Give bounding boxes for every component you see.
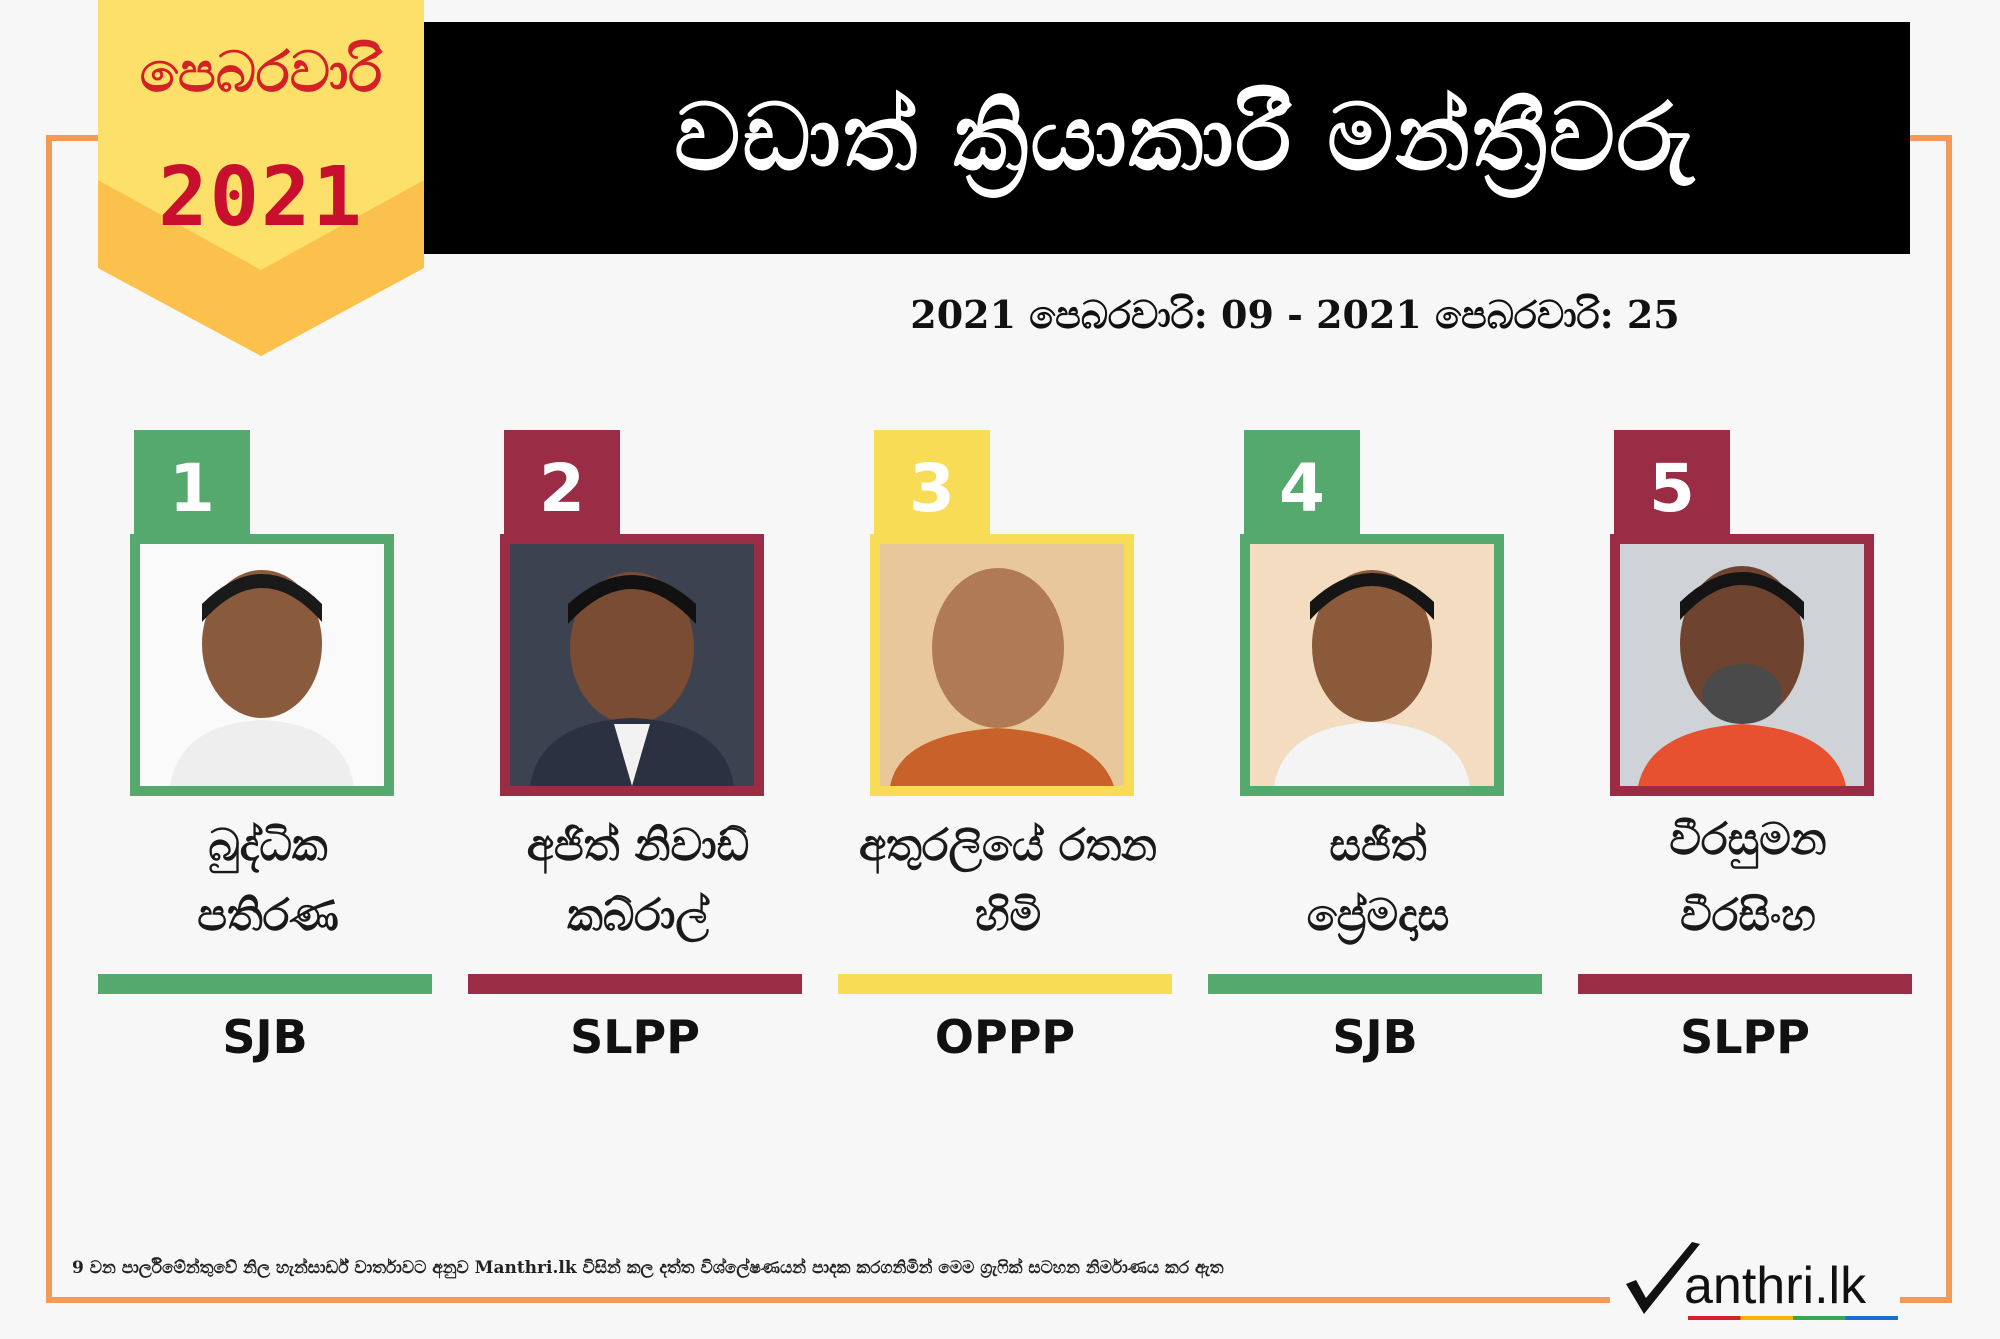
member-card-2: 2 අජිත් නිවාඩ් කබ්රාල් SLPP xyxy=(468,430,808,1100)
member-card-4: 4 සජිත් ප්‍රේමදාස SJB xyxy=(1208,430,1548,1100)
ribbon-year: 2021 xyxy=(158,150,364,245)
member-photo xyxy=(1610,534,1874,796)
rank-tab: 4 xyxy=(1244,430,1360,556)
rank-number: 4 xyxy=(1279,450,1325,527)
party-color-bar xyxy=(1578,974,1912,994)
rank-tab: 5 xyxy=(1614,430,1730,556)
member-name-line1: සජිත් xyxy=(1329,820,1427,871)
member-name-line1: බුද්ධික xyxy=(208,820,328,871)
party-color-bar xyxy=(468,974,802,994)
checkmark-icon xyxy=(1626,1242,1700,1314)
date-range: 2021 පෙබරවාරි: 09 - 2021 පෙබරවාරි: 25 xyxy=(910,292,1680,337)
manthri-logo: anthri.lk xyxy=(1622,1240,1912,1320)
rank-number: 2 xyxy=(539,450,585,527)
member-name-line2: වීරසිංහ xyxy=(1680,890,1816,941)
member-photo xyxy=(870,534,1134,796)
page-title: වඩාත් ක්‍රියාකාරී මන්ත්‍රීවරු xyxy=(674,83,1696,191)
party-color-bar xyxy=(1208,974,1542,994)
member-name-line2: පතිරණ xyxy=(197,890,339,941)
member-photo xyxy=(1240,534,1504,796)
party-name: SLPP xyxy=(570,1010,700,1064)
member-name-line1: වීරසුමන xyxy=(1669,814,1827,865)
ribbon-month: පෙබරවාරි xyxy=(139,40,383,105)
party-name: SJB xyxy=(222,1010,308,1064)
member-name-line2: හිමි xyxy=(974,890,1042,941)
party-name: OPPP xyxy=(934,1010,1076,1064)
party-color-bar xyxy=(838,974,1172,994)
member-card-3: 3 අතුරලියේ රතන හිමි OPPP xyxy=(838,430,1178,1100)
rank-number: 3 xyxy=(909,450,955,527)
rank-number: 5 xyxy=(1649,450,1695,527)
member-photo xyxy=(130,534,394,796)
rank-tab: 1 xyxy=(134,430,250,556)
member-name-line2: කබ්රාල් xyxy=(567,890,709,941)
rank-number: 1 xyxy=(169,450,215,527)
rank-tab: 3 xyxy=(874,430,990,556)
party-color-bar xyxy=(98,974,432,994)
footnote: 9 වන පාර්ලිමේන්තුවේ නිල හැන්සාර්ඩ් වාර්ත… xyxy=(72,1258,1224,1278)
member-name-line1: අජිත් නිවාඩ් xyxy=(526,820,750,871)
member-name-line1: අතුරලියේ රතන xyxy=(859,820,1157,871)
header-bar: වඩාත් ක්‍රියාකාරී මන්ත්‍රීවරු xyxy=(420,22,1910,254)
party-name: SLPP xyxy=(1680,1010,1810,1064)
frame-gap xyxy=(1610,1290,1900,1310)
member-photo xyxy=(500,534,764,796)
party-name: SJB xyxy=(1332,1010,1418,1064)
date-ribbon: පෙබරවාරි 2021 xyxy=(98,0,424,356)
logo-text: anthri.lk xyxy=(1684,1257,1867,1315)
logo-underline xyxy=(1688,1316,1898,1320)
member-name-line2: ප්‍රේමදාස xyxy=(1306,890,1450,941)
ribbon-shape xyxy=(98,0,424,356)
rank-tab: 2 xyxy=(504,430,620,556)
member-card-1: 1 බුද්ධික පතිරණ SJB xyxy=(98,430,438,1100)
member-card-5: 5 වීරසුමන වීරසිංහ SLPP xyxy=(1578,430,1918,1100)
